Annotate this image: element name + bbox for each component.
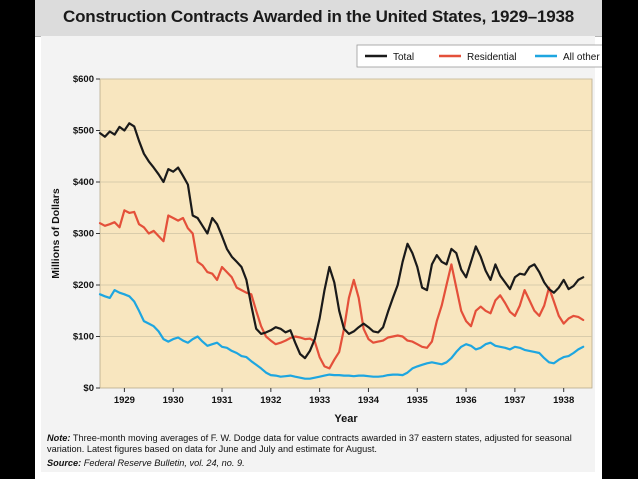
y-axis-label: Millions of Dollars <box>50 188 62 279</box>
chart-svg: $0 $100 $200 $300 $400 $500 $600 1929 1930 1931 19… <box>50 44 602 425</box>
legend-label-all-other: All other <box>563 52 600 63</box>
series-line-residential <box>98 209 585 370</box>
chart-title: Construction Contracts Awarded in the Un… <box>63 7 574 26</box>
x-tick-label: 1937 <box>504 395 525 406</box>
legend-box <box>356 44 602 68</box>
y-tick-label: $300 <box>73 229 94 240</box>
x-tick-label: 1933 <box>309 395 330 406</box>
legend-label-total: Total <box>393 52 414 63</box>
source-text: Federal Reserve Bulletin, vol. 24, no. 9… <box>83 458 245 468</box>
y-tick-label: $400 <box>73 177 94 188</box>
x-tick-label: 1936 <box>456 395 477 406</box>
note-text: Three-month moving averages of F. W. Dod… <box>47 433 572 454</box>
title-bar: Construction Contracts Awarded in the Un… <box>35 0 602 37</box>
y-tick-label: $500 <box>73 126 94 137</box>
x-tick-label: 1932 <box>260 395 281 406</box>
x-tick-label: 1935 <box>407 395 429 406</box>
y-tick-label: $600 <box>73 74 94 85</box>
chart-source: Source: Federal Reserve Bulletin, vol. 2… <box>47 458 592 468</box>
x-tick-label: 1929 <box>114 395 135 406</box>
x-axis-label: Year <box>334 413 358 425</box>
source-label: Source: <box>47 458 82 468</box>
x-tick-label: 1934 <box>358 395 380 406</box>
chart-note: Note: Three-month moving averages of F. … <box>47 433 592 455</box>
series-line-all-other <box>98 289 585 380</box>
x-tick-label: 1930 <box>163 395 184 406</box>
note-label: Note: <box>47 433 71 443</box>
y-tick-label: $100 <box>73 332 94 343</box>
y-tick-label: $0 <box>83 383 94 394</box>
chart-panel: Construction Contracts Awarded in the Un… <box>35 0 602 479</box>
x-tick-label: 1931 <box>211 395 233 406</box>
y-tick-label: $200 <box>73 280 94 291</box>
legend-label-residential: Residential <box>467 52 516 63</box>
series-line-total <box>98 122 585 360</box>
x-tick-label: 1938 <box>553 395 574 406</box>
